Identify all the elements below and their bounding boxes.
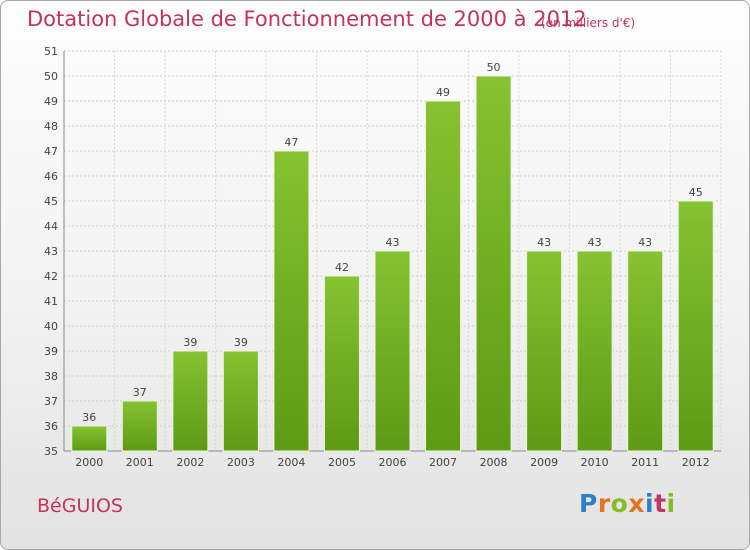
y-tick-label: 36 (44, 420, 58, 433)
x-tick-label-2012: 2012 (682, 456, 710, 469)
bar-2008 (475, 75, 512, 452)
y-tick-label: 39 (44, 345, 58, 358)
value-label-2000: 36 (82, 411, 96, 424)
x-tick-label-2009: 2009 (530, 456, 558, 469)
y-tick-label: 46 (44, 170, 58, 183)
x-tick-label-2005: 2005 (328, 456, 356, 469)
logo-letter: i (666, 489, 676, 518)
value-label-2005: 42 (335, 261, 349, 274)
value-label-2006: 43 (386, 236, 400, 249)
y-tick-label: 45 (44, 195, 58, 208)
bar-2000 (71, 425, 108, 452)
x-tick-label-2003: 2003 (227, 456, 255, 469)
bar-2012 (677, 200, 714, 452)
x-tick-label-2001: 2001 (126, 456, 154, 469)
y-tick-label: 37 (44, 395, 58, 408)
y-tick-label: 50 (44, 70, 58, 83)
value-label-2012: 45 (689, 186, 703, 199)
bar-2004 (273, 150, 310, 452)
logo-letter: t (654, 489, 667, 518)
value-label-2001: 37 (133, 386, 147, 399)
x-tick-label-2006: 2006 (379, 456, 407, 469)
bar-2001 (121, 400, 158, 452)
value-label-2004: 47 (284, 136, 298, 149)
logo-letter: i (645, 489, 655, 518)
bar-2003 (222, 350, 259, 452)
x-tick-label-2002: 2002 (176, 456, 204, 469)
value-label-2002: 39 (183, 336, 197, 349)
chart-subtitle: (en milliers d'€) (541, 16, 636, 30)
proxiti-logo: Proxiti (579, 489, 676, 518)
value-label-2003: 39 (234, 336, 248, 349)
x-tick-label-2011: 2011 (631, 456, 659, 469)
x-tick-label-2000: 2000 (75, 456, 103, 469)
bar-2005 (323, 275, 360, 452)
commune-name: BéGUIOS (37, 495, 123, 517)
x-tick-label-2008: 2008 (480, 456, 508, 469)
x-tick-label-2010: 2010 (581, 456, 609, 469)
y-tick-label: 47 (44, 145, 58, 158)
y-tick-label: 40 (44, 320, 58, 333)
y-tick-label: 41 (44, 295, 58, 308)
logo-letter: r (597, 489, 611, 518)
value-label-2010: 43 (588, 236, 602, 249)
value-label-2007: 49 (436, 86, 450, 99)
bar-2006 (374, 250, 411, 452)
y-tick-label: 49 (44, 95, 58, 108)
y-tick-label: 35 (44, 445, 58, 458)
value-label-2009: 43 (537, 236, 551, 249)
x-tick-label-2007: 2007 (429, 456, 457, 469)
logo-letter: o (610, 489, 629, 518)
logo-letter: x (628, 489, 645, 518)
y-tick-label: 48 (44, 120, 58, 133)
value-label-2011: 43 (638, 236, 652, 249)
chart-title: Dotation Globale de Fonctionnement de 20… (27, 7, 587, 31)
bar-2009 (526, 250, 563, 452)
bar-2011 (627, 250, 664, 452)
y-tick-label: 44 (44, 220, 58, 233)
value-label-2008: 50 (487, 61, 501, 74)
y-tick-label: 42 (44, 270, 58, 283)
logo-letter: P (579, 489, 598, 518)
bar-2010 (576, 250, 613, 452)
y-tick-label: 51 (44, 45, 58, 58)
x-tick-label-2004: 2004 (277, 456, 305, 469)
y-tick-label: 43 (44, 245, 58, 258)
y-tick-label: 38 (44, 370, 58, 383)
bar-2002 (172, 350, 209, 452)
bar-2007 (425, 100, 462, 452)
